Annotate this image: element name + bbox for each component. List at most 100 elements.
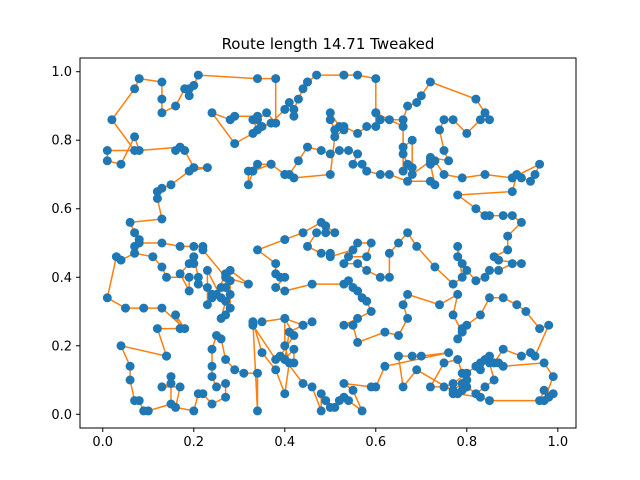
city-point-370: [253, 112, 262, 121]
city-point-129: [299, 228, 308, 237]
city-point-225: [326, 403, 335, 412]
city-point-299: [176, 269, 185, 278]
city-point-21: [444, 156, 453, 165]
city-point-361: [189, 81, 198, 90]
city-point-190: [426, 382, 435, 391]
city-point-228: [308, 382, 317, 391]
city-point-137: [280, 287, 289, 296]
city-point-135: [280, 273, 289, 282]
city-point-253: [239, 369, 248, 378]
city-point-54: [326, 115, 335, 124]
city-point-296: [162, 273, 171, 282]
city-point-199: [549, 372, 558, 381]
x-tick-label-4: 0.8: [456, 435, 477, 450]
city-point-279: [126, 362, 135, 371]
city-point-235: [308, 317, 317, 326]
city-point-341: [189, 163, 198, 172]
city-point-262: [221, 379, 230, 388]
city-point-226: [317, 389, 326, 398]
city-point-8: [403, 102, 412, 111]
city-point-270: [157, 382, 166, 391]
city-point-188: [453, 355, 462, 364]
city-point-346: [130, 132, 139, 141]
city-point-144: [362, 297, 371, 306]
city-point-210: [394, 352, 403, 361]
city-point-34: [335, 146, 344, 155]
city-point-349: [103, 146, 112, 155]
city-point-207: [453, 389, 462, 398]
city-point-89: [503, 232, 512, 241]
city-point-147: [339, 321, 348, 330]
city-point-136: [271, 283, 280, 292]
city-point-254: [230, 365, 239, 374]
city-point-164: [499, 293, 508, 302]
city-point-15: [476, 115, 485, 124]
city-point-195: [481, 355, 490, 364]
city-point-246: [285, 358, 294, 367]
city-point-168: [544, 321, 553, 330]
city-point-267: [189, 406, 198, 415]
city-point-350: [130, 146, 139, 155]
city-point-340: [203, 163, 212, 172]
city-point-98: [471, 276, 480, 285]
city-point-241: [271, 355, 280, 364]
city-point-103: [458, 273, 467, 282]
city-point-364: [271, 74, 280, 83]
city-point-325: [198, 242, 207, 251]
city-point-259: [208, 362, 217, 371]
city-point-138: [308, 280, 317, 289]
city-point-110: [385, 273, 394, 282]
city-point-337: [157, 184, 166, 193]
city-point-179: [481, 382, 490, 391]
x-tick-label-2: 0.4: [274, 435, 295, 450]
city-point-56: [339, 122, 348, 131]
city-point-297: [185, 273, 194, 282]
city-point-101: [453, 252, 462, 261]
city-point-64: [408, 136, 417, 145]
y-tick-label-4: 0.8: [51, 134, 72, 149]
city-point-154: [403, 290, 412, 299]
city-point-122: [317, 249, 326, 258]
city-point-298: [185, 287, 194, 296]
city-point-282: [162, 352, 171, 361]
city-point-313: [203, 266, 212, 275]
city-point-286: [180, 324, 189, 333]
city-point-323: [221, 273, 230, 282]
city-point-249: [258, 348, 267, 357]
city-point-376: [258, 122, 267, 131]
city-point-172: [499, 345, 508, 354]
city-point-108: [394, 239, 403, 248]
city-point-71: [430, 156, 439, 165]
city-point-72: [440, 170, 449, 179]
city-point-151: [394, 331, 403, 340]
city-point-170: [526, 348, 535, 357]
city-point-128: [317, 218, 326, 227]
city-point-264: [208, 400, 217, 409]
city-point-212: [417, 352, 426, 361]
city-point-47: [280, 170, 289, 179]
city-point-162: [476, 310, 485, 319]
city-point-285: [171, 310, 180, 319]
city-point-347: [117, 160, 126, 169]
city-point-18: [440, 115, 449, 124]
city-point-326: [189, 242, 198, 251]
city-point-87: [508, 211, 517, 220]
city-point-353: [135, 74, 144, 83]
x-tick-label-1: 0.2: [183, 435, 204, 450]
city-point-17: [449, 115, 458, 124]
city-point-123: [303, 242, 312, 251]
city-point-211: [408, 352, 417, 361]
city-point-46: [267, 160, 276, 169]
city-point-261: [212, 382, 221, 391]
city-point-109: [385, 249, 394, 258]
city-point-374: [230, 139, 239, 148]
city-point-237: [285, 328, 294, 337]
city-point-197: [499, 362, 508, 371]
city-point-166: [521, 307, 530, 316]
city-point-62: [399, 122, 408, 131]
city-point-288: [139, 304, 148, 313]
city-point-132: [271, 259, 280, 268]
city-point-33: [344, 146, 353, 155]
city-point-85: [485, 211, 494, 220]
